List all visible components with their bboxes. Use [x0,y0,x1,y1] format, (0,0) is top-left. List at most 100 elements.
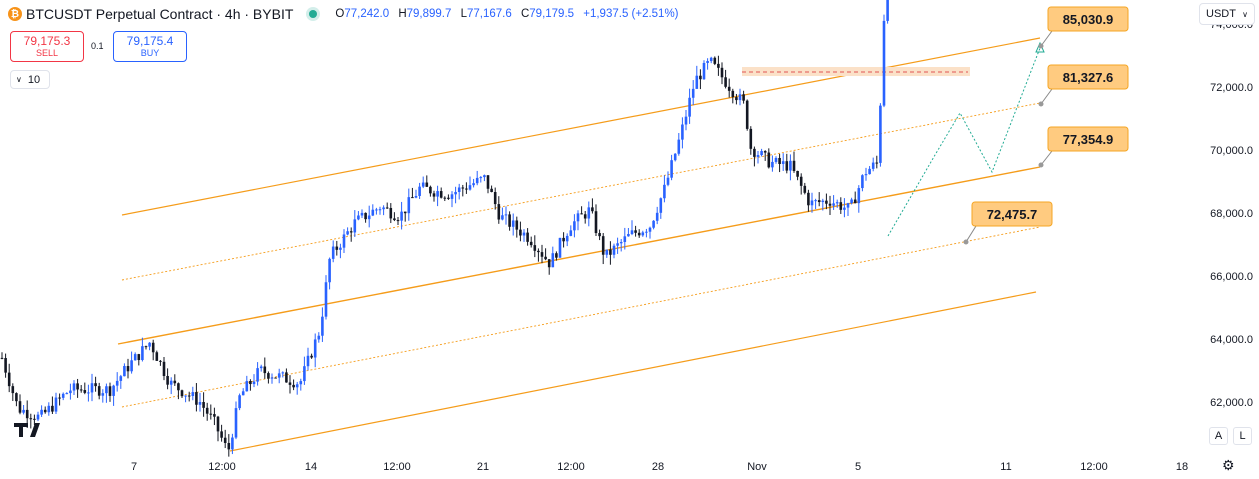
candle [659,197,663,219]
candle [367,205,371,228]
candle [522,229,526,242]
chevron-down-icon: ∨ [16,75,22,84]
candle [875,155,879,169]
candle-body [778,157,781,164]
candle [317,332,321,343]
candle-body [432,193,436,197]
candle [209,404,213,420]
symbol-title[interactable]: BTCUSDT Perpetual Contract · 4h · BYBIT [26,6,294,22]
candle-body [385,207,389,209]
candle [637,229,641,238]
gear-icon[interactable]: ⚙ [1222,457,1235,473]
candle [108,382,112,402]
candle-body [281,372,285,374]
candle [47,402,51,416]
candle [825,193,828,210]
candle-body [119,376,123,381]
candle-body [360,212,364,216]
candle [735,93,738,105]
candle [130,351,133,374]
candle-body [864,174,868,176]
candle [115,372,119,392]
candle-body [371,209,375,216]
candle-body [33,418,36,420]
candle [850,197,853,205]
callout-box [971,201,1053,227]
candle-body [349,231,353,233]
candle-body [709,57,713,62]
candle-body [789,160,792,171]
candle [429,185,432,197]
candle [72,380,76,395]
candle-body [396,220,400,222]
candle [479,176,483,183]
candle [868,166,871,175]
callout-leader [1040,150,1053,166]
candle [155,350,159,361]
candle [223,429,227,449]
candle [576,210,580,231]
candle [295,381,299,395]
candle-body [299,381,303,385]
candle [411,187,414,199]
candle [396,216,400,226]
tradingview-logo-icon [14,423,40,437]
candle-body [601,236,605,255]
candle [846,202,850,217]
candle [627,227,630,237]
candle [551,246,555,268]
candle [821,198,825,211]
x-tick-label: 28 [652,461,664,473]
candle [713,56,717,66]
candle [515,216,519,238]
candle-body [313,339,317,358]
log-scale-button[interactable]: L [1233,427,1252,445]
channel-line [121,37,1041,216]
candle-body [231,437,234,450]
candle-body [861,175,864,189]
candle-body [162,361,166,376]
candle [727,78,731,98]
candle-body [393,218,396,221]
candle-body [727,86,731,91]
candle [493,187,497,210]
candle [263,357,267,379]
candle-body [641,232,645,236]
candle-body [868,168,871,175]
candle [753,146,756,167]
candle [832,195,835,210]
candle [180,389,184,399]
buy-price: 79,175.4 [126,34,174,48]
candle-body [166,375,169,385]
candle-body [807,192,810,206]
candle-body [425,182,429,187]
quantity-selector[interactable]: ∨ 10 [10,70,50,89]
candle [184,395,187,403]
channel-line [229,291,1037,452]
candle-body [760,151,763,156]
sell-button[interactable]: 79,175.3 SELL [10,31,84,62]
y-tick-label: 66,000.0 [1210,271,1253,283]
candle [141,337,144,362]
buy-button[interactable]: 79,175.4 BUY [113,31,187,62]
candle [652,220,655,230]
candle-body [821,200,825,203]
x-tick-label: 12:00 [1080,461,1108,473]
candle [569,225,573,237]
candle-body [753,148,756,157]
candle-body [252,381,256,385]
currency-selector[interactable]: USDT ∨ [1199,3,1255,25]
candle-body [843,207,846,210]
candle [450,191,454,208]
auto-scale-button[interactable]: A [1209,427,1228,445]
candle-body [540,252,544,257]
candle-body [263,366,267,374]
candle-body [205,407,209,414]
candle-body [591,207,594,212]
candle-body [126,366,130,372]
candle [533,235,537,258]
candle [249,379,252,391]
candle-body [511,220,515,227]
candle [663,175,666,203]
